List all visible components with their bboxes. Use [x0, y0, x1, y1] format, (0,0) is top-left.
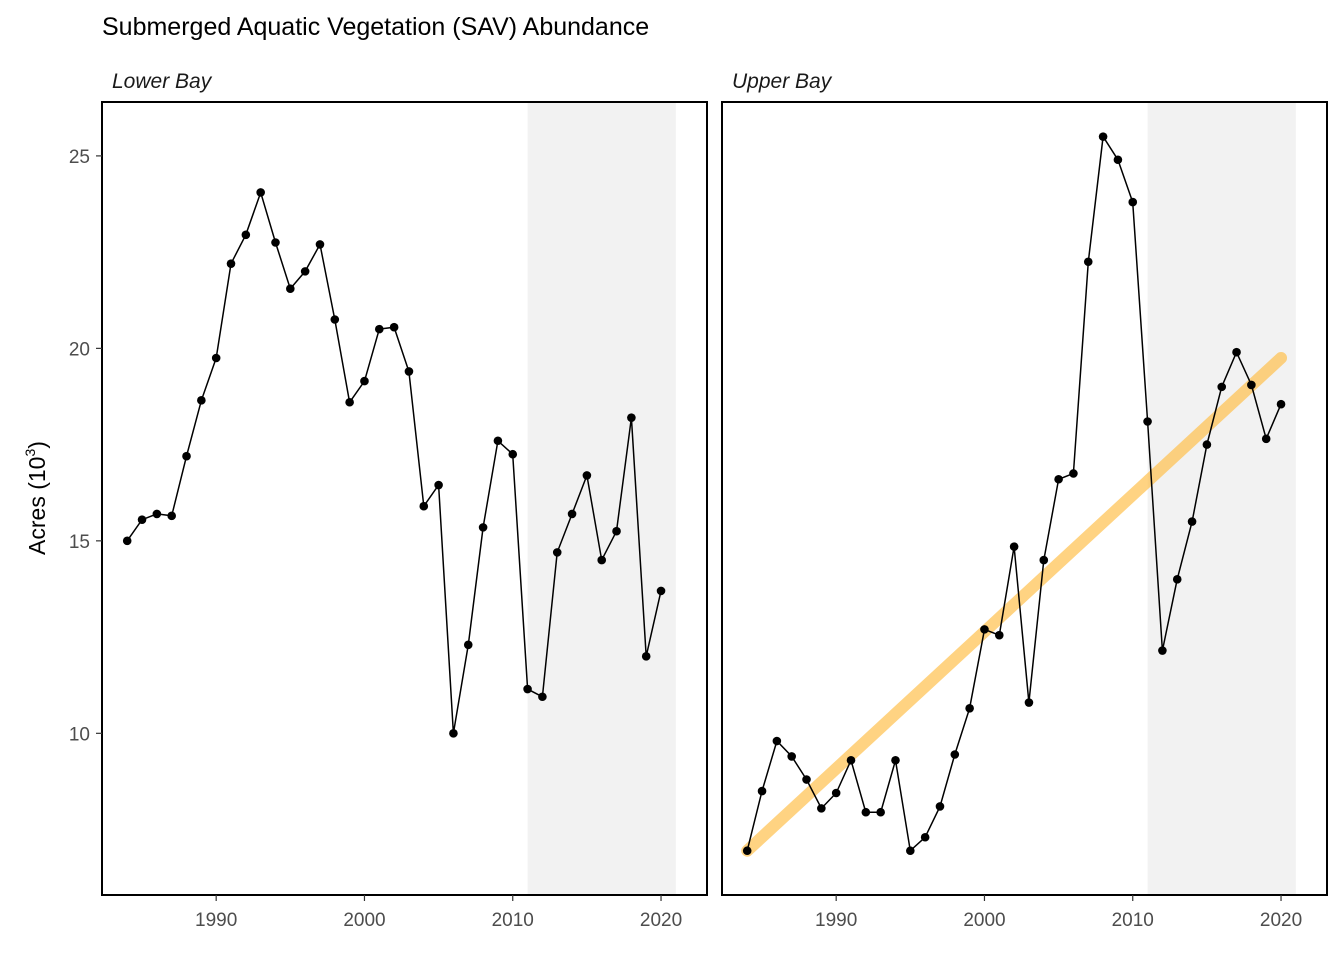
panel-upper-bay: Upper Bay 1990 2000 2010 2020 [721, 70, 1328, 931]
data-point-upper-bay-2020 [1276, 399, 1286, 409]
data-point-upper-bay-1988 [802, 775, 811, 784]
data-point-lower-bay-2011 [523, 684, 532, 694]
data-point-upper-bay-1996 [920, 832, 930, 842]
panel-label-upper-bay: Upper Bay [732, 70, 833, 93]
data-point-upper-bay-1984 [742, 846, 752, 856]
data-point-lower-bay-1984 [122, 536, 132, 546]
data-point-lower-bay-1998 [330, 315, 340, 324]
data-point-lower-bay-1988 [182, 451, 191, 461]
data-point-upper-bay-2012 [1158, 646, 1167, 655]
data-point-lower-bay-1986 [152, 509, 162, 519]
data-point-upper-bay-1997 [935, 802, 945, 811]
data-point-upper-bay-1989 [817, 804, 826, 813]
data-point-lower-bay-2001 [374, 324, 384, 334]
data-point-lower-bay-1993 [256, 188, 265, 197]
x-tick-label-lower-bay-1990: 1990 [195, 910, 237, 931]
data-point-upper-bay-2011 [1143, 417, 1152, 426]
data-point-lower-bay-2020 [656, 586, 666, 596]
data-point-upper-bay-1993 [876, 807, 885, 817]
data-point-upper-bay-2003 [1024, 698, 1034, 707]
data-point-lower-bay-1987 [167, 511, 176, 521]
shaded-period-lower-bay [527, 102, 676, 895]
panel-border-lower-bay [101, 101, 708, 896]
data-point-lower-bay-2006 [449, 729, 458, 738]
x-tick-label-upper-bay-2000: 2000 [963, 910, 1005, 931]
data-point-upper-bay-1995 [906, 846, 915, 856]
x-tick-label-lower-bay-2020: 2020 [640, 910, 682, 931]
data-point-lower-bay-2000 [360, 376, 369, 386]
data-point-upper-bay-1986 [772, 736, 782, 746]
x-tick-label-lower-bay-2010: 2010 [492, 910, 534, 931]
data-point-lower-bay-2003 [404, 367, 414, 376]
data-point-lower-bay-2008 [478, 523, 488, 532]
data-point-lower-bay-2012 [538, 692, 547, 702]
data-point-upper-bay-1994 [891, 755, 900, 765]
data-point-lower-bay-2019 [641, 652, 651, 661]
y-tick-label-20: 20 [69, 339, 90, 360]
data-point-upper-bay-1990 [831, 788, 841, 798]
y-tick-label-10: 10 [69, 724, 90, 745]
data-point-lower-bay-2017 [612, 526, 621, 536]
data-point-lower-bay-1991 [226, 259, 236, 268]
panel-border-upper-bay [721, 101, 1328, 896]
data-point-upper-bay-2019 [1261, 434, 1271, 444]
x-tick-label-upper-bay-1990: 1990 [815, 910, 857, 931]
data-point-lower-bay-1996 [300, 267, 310, 276]
data-point-lower-bay-1994 [271, 238, 280, 247]
data-point-lower-bay-1985 [137, 515, 147, 524]
panel-lower-bay: Lower Bay 1990 2000 2010 2020 10 15 20 25 [69, 70, 708, 931]
x-tick-label-upper-bay-2010: 2010 [1112, 910, 1154, 931]
data-point-upper-bay-2013 [1172, 575, 1182, 584]
data-point-lower-bay-1999 [345, 397, 354, 407]
data-point-upper-bay-1987 [787, 752, 796, 761]
data-point-lower-bay-2018 [627, 413, 636, 422]
data-point-upper-bay-2005 [1054, 474, 1063, 484]
data-point-upper-bay-2009 [1113, 155, 1123, 165]
data-point-lower-bay-1989 [197, 396, 206, 405]
data-point-upper-bay-2017 [1232, 347, 1241, 357]
data-point-upper-bay-2004 [1039, 555, 1049, 565]
data-point-upper-bay-1991 [846, 755, 856, 765]
data-point-upper-bay-2006 [1069, 469, 1078, 478]
data-point-lower-bay-1997 [315, 240, 325, 249]
y-axis-title: Acres (103) [22, 441, 50, 555]
data-point-lower-bay-1995 [286, 284, 295, 294]
trend-line-upper-bay [741, 351, 1288, 857]
data-point-lower-bay-2016 [597, 555, 607, 565]
data-point-lower-bay-2004 [419, 501, 429, 511]
data-point-upper-bay-2010 [1128, 197, 1138, 207]
x-tick-label-lower-bay-2000: 2000 [343, 910, 385, 931]
data-point-upper-bay-2014 [1187, 517, 1197, 526]
data-point-lower-bay-2005 [434, 480, 443, 490]
data-point-upper-bay-1999 [965, 703, 974, 713]
panel-label-lower-bay: Lower Bay [112, 70, 213, 93]
facet-panels: Lower Bay 1990 2000 2010 2020 10 15 20 25 Upper B… [69, 70, 1328, 931]
data-point-lower-bay-1992 [241, 230, 251, 240]
data-point-upper-bay-2001 [994, 630, 1004, 640]
data-point-lower-bay-2007 [463, 640, 473, 650]
chart-title: Submerged Aquatic Vegetation (SAV) Abund… [102, 13, 649, 41]
data-point-lower-bay-2009 [493, 436, 503, 446]
data-point-upper-bay-2016 [1217, 382, 1227, 392]
data-point-upper-bay-1998 [950, 750, 960, 759]
data-point-lower-bay-1990 [211, 353, 221, 363]
data-point-upper-bay-2015 [1202, 440, 1212, 449]
data-point-lower-bay-2010 [508, 449, 518, 459]
data-point-upper-bay-2018 [1247, 380, 1256, 390]
shaded-period-upper-bay [1147, 102, 1296, 895]
data-point-upper-bay-2000 [980, 625, 989, 634]
data-point-upper-bay-2007 [1083, 257, 1093, 267]
x-tick-label-upper-bay-2020: 2020 [1260, 910, 1302, 931]
data-point-lower-bay-2002 [389, 322, 399, 332]
data-point-lower-bay-2014 [567, 509, 577, 519]
data-point-upper-bay-1985 [757, 786, 767, 796]
y-tick-label-15: 15 [69, 532, 90, 553]
data-point-upper-bay-2002 [1009, 542, 1019, 551]
y-tick-label-25: 25 [69, 147, 90, 168]
data-point-lower-bay-2013 [552, 548, 562, 557]
data-point-upper-bay-1992 [861, 807, 871, 817]
data-point-lower-bay-2015 [582, 471, 592, 480]
data-point-upper-bay-2008 [1098, 132, 1108, 141]
